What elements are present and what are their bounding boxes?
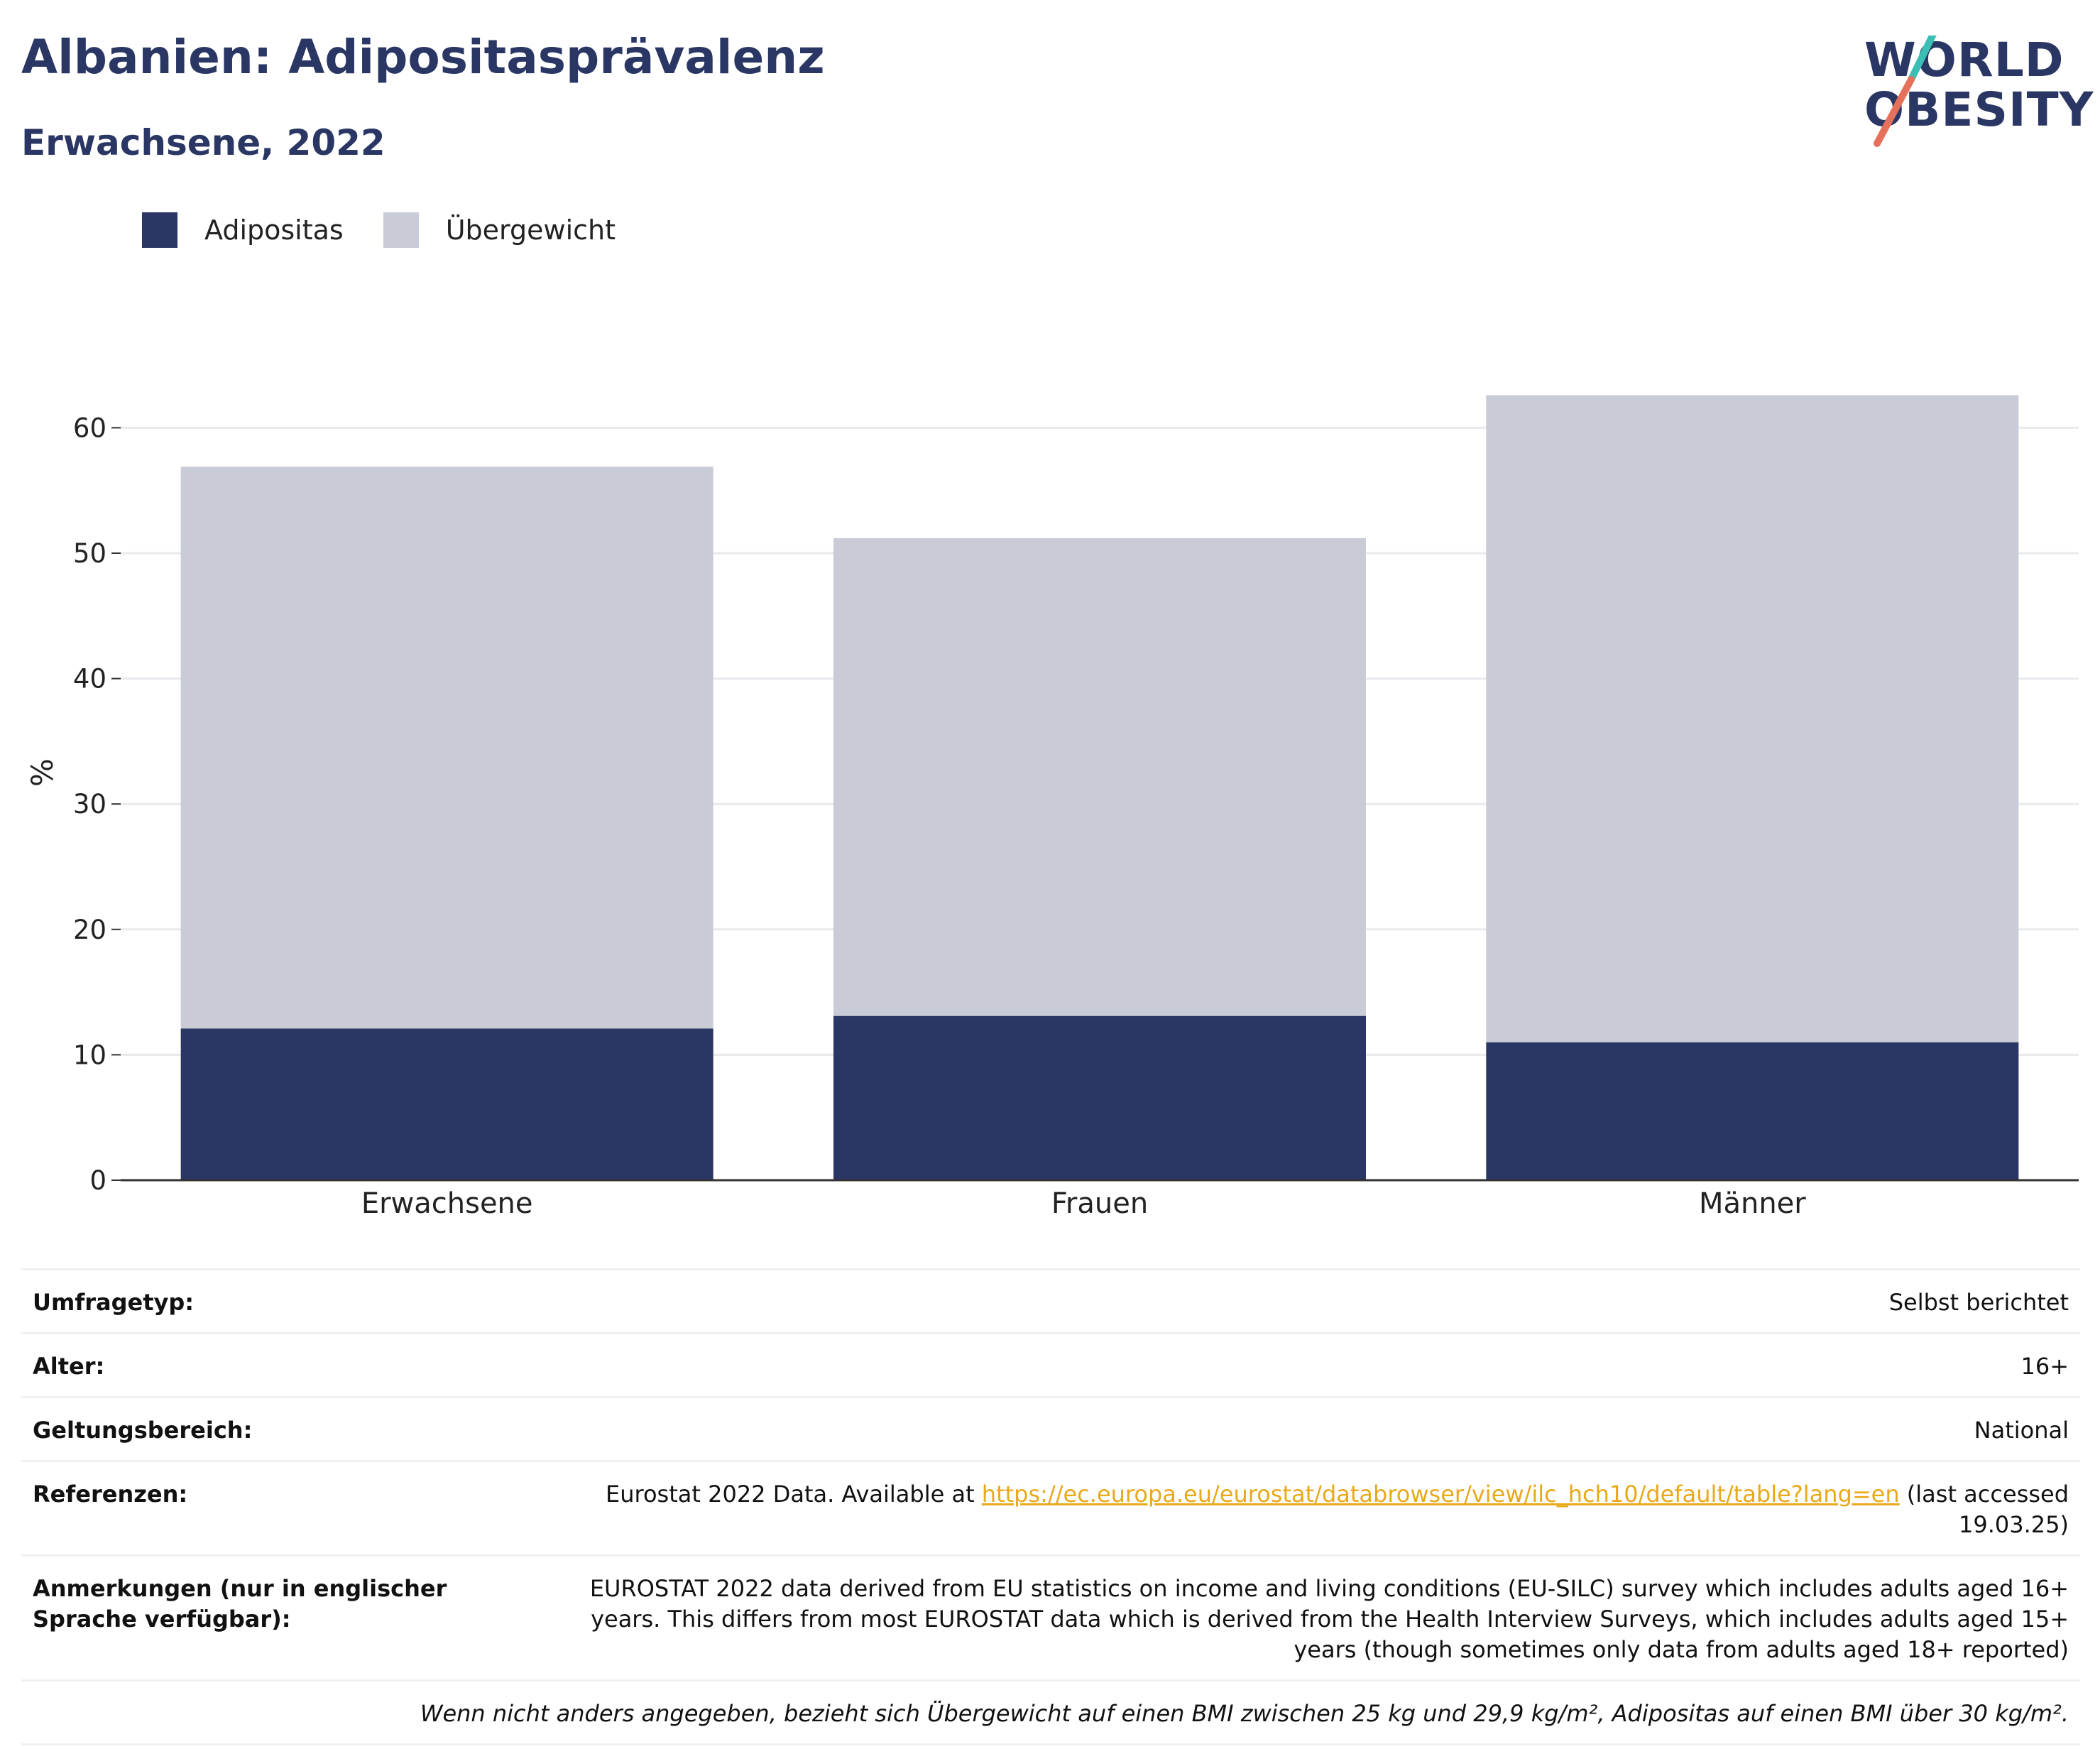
world-obesity-logo: WORLD OBESITY <box>1846 33 2093 149</box>
bar-adipositas-0[interactable] <box>180 1028 713 1180</box>
info-row-references: Referenzen: Eurostat 2022 Data. Availabl… <box>21 1460 2080 1554</box>
legend-swatch-uebergewicht <box>383 212 419 248</box>
info-key: Anmerkungen (nur in englischer Sprache v… <box>33 1575 447 1633</box>
x-tick-label: Frauen <box>1051 1187 1148 1220</box>
info-value: Selbst berichtet <box>1888 1289 2069 1316</box>
info-row-age: Alter: 16+ <box>21 1332 2080 1396</box>
bar-uebergewicht-2[interactable] <box>1486 395 2019 1042</box>
info-row-notes: Anmerkungen (nur in englischer Sprache v… <box>21 1554 2080 1679</box>
info-value: 16+ <box>2020 1353 2069 1380</box>
x-tick-label: Erwachsene <box>361 1187 533 1220</box>
definition-footnote: Wenn nicht anders angegeben, bezieht sic… <box>21 1679 2080 1745</box>
references-post-text: (last accessed 19.03.25) <box>1899 1481 2069 1538</box>
legend-item-adipositas[interactable]: Adipositas <box>142 212 344 248</box>
legend-label-adipositas: Adipositas <box>204 214 344 246</box>
info-row-scope: Geltungsbereich: National <box>21 1396 2080 1460</box>
y-tick-label: 0 <box>89 1165 106 1196</box>
y-tick-label: 40 <box>73 664 106 694</box>
references-pre-text: Eurostat 2022 Data. Available at <box>606 1481 982 1508</box>
info-table: Umfragetyp: Selbst berichtet Alter: 16+ … <box>21 1268 2080 1745</box>
chart-title: Albanien: Adipositasprävalenz <box>21 30 825 85</box>
y-tick-label: 30 <box>73 789 106 819</box>
info-value: National <box>1974 1417 2069 1444</box>
info-key: Referenzen: <box>33 1481 188 1508</box>
axes: 0 10 20 30 40 50 60 Erwachsene Frauen Männer% <box>25 413 2079 1220</box>
chart-subtitle: Erwachsene, 2022 <box>21 122 385 163</box>
bar-uebergewicht-1[interactable] <box>833 538 1366 1016</box>
x-tick-label: Männer <box>1699 1187 1806 1220</box>
info-key: Geltungsbereich: <box>33 1417 253 1444</box>
y-tick-label: 60 <box>73 413 106 443</box>
legend-swatch-adipositas <box>142 212 177 248</box>
y-tick-label: 10 <box>73 1040 106 1070</box>
info-value: Eurostat 2022 Data. Available at https:/… <box>544 1479 2069 1540</box>
bar-chart: 0 10 20 30 40 50 60 Erwachsene Frauen Männer% <box>25 395 2079 1220</box>
bar-uebergewicht-0[interactable] <box>180 467 713 1029</box>
logo-text-line1: WORLD <box>1864 33 2065 87</box>
chart-legend: Adipositas Übergewicht <box>142 209 655 251</box>
bar-adipositas-1[interactable] <box>833 1015 1366 1180</box>
bar-adipositas-2[interactable] <box>1486 1042 2019 1180</box>
y-tick-label: 20 <box>73 915 106 945</box>
y-axis-label: % <box>25 758 60 787</box>
legend-item-uebergewicht[interactable]: Übergewicht <box>383 212 616 248</box>
legend-label-uebergewicht: Übergewicht <box>445 214 616 246</box>
info-key: Alter: <box>33 1353 105 1380</box>
info-value: EUROSTAT 2022 data derived from EU stati… <box>589 1575 2069 1663</box>
references-link[interactable]: https://ec.europa.eu/eurostat/databrowse… <box>981 1481 1900 1508</box>
y-tick-label: 50 <box>73 538 106 569</box>
info-key: Umfragetyp: <box>33 1289 195 1316</box>
logo-slash-icon <box>1874 36 1937 147</box>
bars <box>180 395 2019 1180</box>
info-row-survey-type: Umfragetyp: Selbst berichtet <box>21 1268 2080 1332</box>
